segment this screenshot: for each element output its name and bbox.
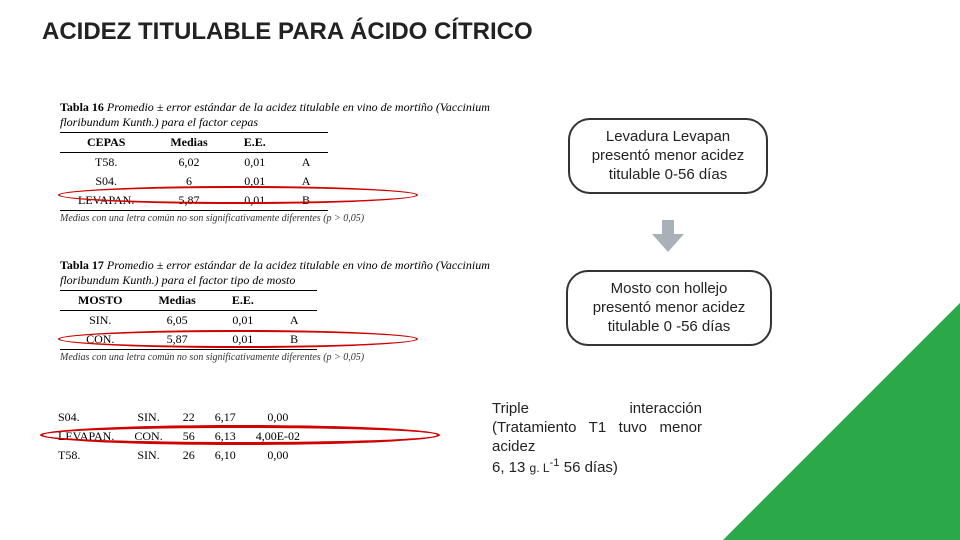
table-row: CON. 5,87 0,01 B [60, 330, 317, 350]
table-16-block: Tabla 16 Promedio ± error estándar de la… [60, 100, 490, 224]
t16-h2: E.E. [226, 133, 284, 153]
table-17-block: Tabla 17 Promedio ± error estándar de la… [60, 258, 490, 363]
table-16-caption-prefix: Tabla 16 [60, 100, 107, 114]
triple-word2: interacción [629, 400, 702, 419]
arrow-down-icon [652, 220, 684, 252]
t16-h0: CEPAS [60, 133, 152, 153]
table-16: CEPAS Medias E.E. T58. 6,02 0,01 A S04. … [60, 132, 328, 211]
table-row: T58. SIN. 26 6,10 0,00 [48, 446, 310, 465]
table-16-caption: Tabla 16 Promedio ± error estándar de la… [60, 100, 490, 130]
table-row: S04. SIN. 22 6,17 0,00 [48, 408, 310, 427]
triple-line2: (Tratamiento T1 tuvo menor acidez [492, 419, 702, 457]
t16-h3 [284, 133, 329, 153]
table-row: T58. 6,02 0,01 A [60, 153, 328, 173]
callout-levapan: Levadura Levapan presentó menor acidez t… [568, 118, 768, 194]
table-17-caption-prefix: Tabla 17 [60, 258, 107, 272]
triple-word1: Triple [492, 400, 529, 419]
t17-h2: E.E. [214, 291, 272, 311]
t16-h1: Medias [152, 133, 225, 153]
table-row: SIN. 6,05 0,01 A [60, 311, 317, 331]
table-16-footnote: Medias con una letra común no son signif… [60, 213, 490, 224]
t17-h3 [272, 291, 317, 311]
fragment-table: S04. SIN. 22 6,17 0,00 LEVAPAN. CON. 56 … [48, 408, 310, 465]
table-16-caption-text: Promedio ± error estándar de la acidez t… [60, 100, 490, 129]
callout-mosto: Mosto con hollejo presentó menor acidez … [566, 270, 772, 346]
table-17-footnote: Medias con una letra común no son signif… [60, 352, 490, 363]
table-row: S04. 6 0,01 A [60, 172, 328, 191]
fragment-table-block: S04. SIN. 22 6,17 0,00 LEVAPAN. CON. 56 … [48, 408, 468, 465]
table-row: LEVAPAN. CON. 56 6,13 4,00E-02 [48, 427, 310, 446]
t17-h1: Medias [140, 291, 213, 311]
page-title: ACIDEZ TITULABLE PARA ÁCIDO CÍTRICO [42, 18, 533, 46]
triple-interaction-text: Triple interacción (Tratamiento T1 tuvo … [492, 400, 702, 478]
table-17: MOSTO Medias E.E. SIN. 6,05 0,01 A CON. … [60, 290, 317, 350]
table-17-caption-text: Promedio ± error estándar de la acidez t… [60, 258, 490, 287]
t17-h0: MOSTO [60, 291, 140, 311]
triple-line3: 6, 13 g. L-1 56 días) [492, 456, 702, 478]
table-row: LEVAPAN. 5,87 0,01 B [60, 191, 328, 211]
table-17-caption: Tabla 17 Promedio ± error estándar de la… [60, 258, 490, 288]
